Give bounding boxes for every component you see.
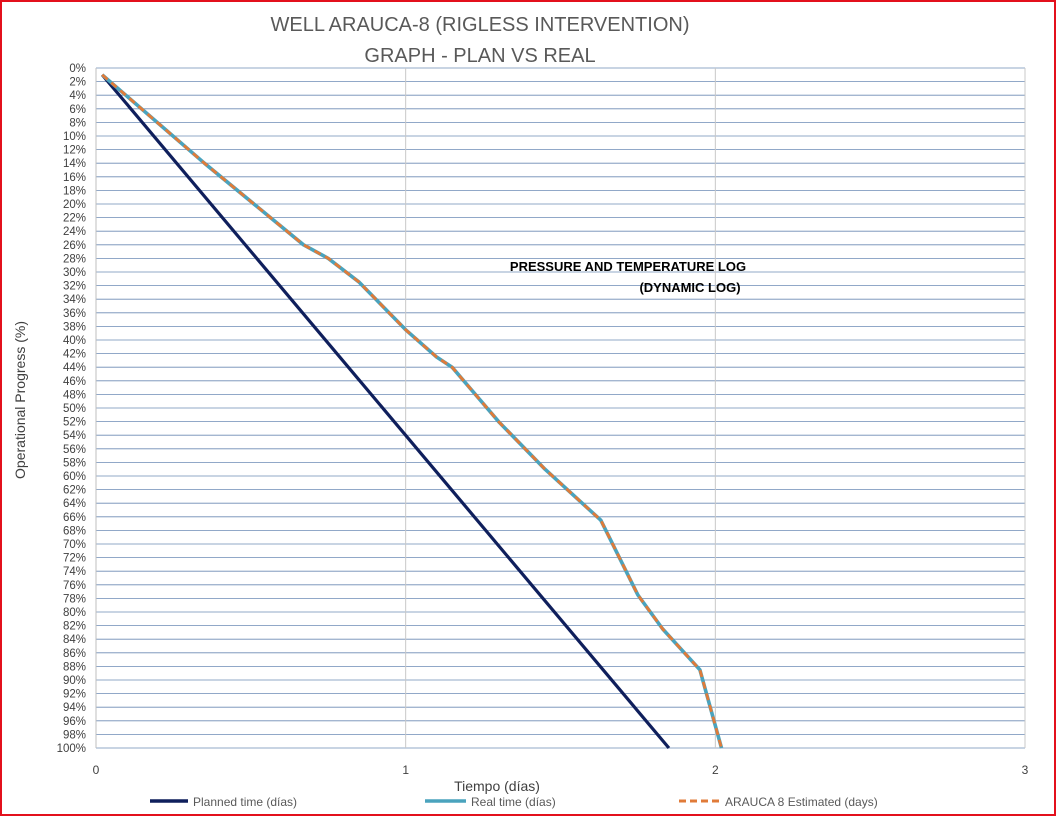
y-tick-label: 22%	[63, 213, 86, 225]
y-tick-label: 6%	[69, 104, 86, 116]
y-tick-label: 52%	[63, 417, 86, 429]
y-tick-label: 36%	[63, 308, 86, 320]
y-tick-label: 62%	[63, 485, 86, 497]
chart-title-line-2: GRAPH - PLAN VS REAL	[364, 45, 595, 67]
y-tick-label: 24%	[63, 226, 86, 238]
y-tick-label: 100%	[57, 743, 86, 755]
x-tick-label: 2	[712, 763, 719, 777]
grid	[95, 67, 1026, 749]
y-tick-label: 70%	[63, 539, 86, 551]
series-line-planned	[100, 73, 671, 750]
y-tick-label: 10%	[63, 131, 86, 143]
x-tick-label: 1	[402, 763, 409, 777]
legend-label-planned: Planned time (días)	[193, 795, 297, 809]
y-tick-label: 92%	[63, 689, 86, 701]
y-tick-label: 94%	[63, 702, 86, 714]
y-tick-label: 48%	[63, 389, 86, 401]
y-tick-label: 34%	[63, 294, 86, 306]
y-tick-label: 40%	[63, 335, 86, 347]
y-tick-label: 0%	[69, 63, 86, 75]
annotation-line-1: PRESSURE AND TEMPERATURE LOG	[510, 259, 746, 274]
y-tick-label: 84%	[63, 634, 86, 646]
y-tick-label: 98%	[63, 729, 86, 741]
legend-label-real: Real time (días)	[471, 795, 556, 809]
y-tick-label: 4%	[69, 90, 86, 102]
y-tick-label: 16%	[63, 172, 86, 184]
y-tick-label: 8%	[69, 117, 86, 129]
series-line-real	[101, 73, 724, 749]
y-tick-label: 38%	[63, 321, 86, 333]
x-axis-label: Tiempo (días)	[454, 778, 540, 794]
chart-title-line-1: WELL ARAUCA-8 (RIGLESS INTERVENTION)	[271, 14, 690, 36]
y-tick-label: 72%	[63, 553, 86, 565]
y-tick-label: 86%	[63, 648, 86, 660]
y-tick-label: 46%	[63, 376, 86, 388]
y-tick-label: 20%	[63, 199, 86, 211]
y-tick-label: 30%	[63, 267, 86, 279]
y-tick-label: 96%	[63, 716, 86, 728]
y-tick-label: 54%	[63, 430, 86, 442]
y-tick-label: 18%	[63, 185, 86, 197]
x-tick-label: 3	[1022, 763, 1029, 777]
legend-label-estimated: ARAUCA 8 Estimated (days)	[725, 795, 878, 809]
y-tick-label: 50%	[63, 403, 86, 415]
y-tick-label: 26%	[63, 240, 86, 252]
y-tick-label: 60%	[63, 471, 86, 483]
y-tick-label: 80%	[63, 607, 86, 619]
x-tick-label: 0	[93, 763, 100, 777]
series-lines	[100, 73, 724, 750]
x-axis-ticks: 0 1 2 3	[93, 763, 1029, 777]
y-tick-label: 2%	[69, 77, 86, 89]
y-tick-label: 32%	[63, 281, 86, 293]
y-tick-label: 76%	[63, 580, 86, 592]
y-tick-label: 78%	[63, 593, 86, 605]
y-tick-label: 82%	[63, 621, 86, 633]
legend: Planned time (días) Real time (días) ARA…	[150, 795, 878, 809]
y-tick-label: 66%	[63, 512, 86, 524]
series-line-estimated	[101, 73, 723, 749]
y-axis-label: Operational Progress (%)	[12, 321, 28, 479]
y-tick-label: 68%	[63, 525, 86, 537]
y-tick-label: 64%	[63, 498, 86, 510]
y-tick-label: 88%	[63, 661, 86, 673]
y-tick-label: 56%	[63, 444, 86, 456]
y-axis-ticks: 0% 2%4% 6%8% 10% 12%14% 16%18% 20% 22%24% 26%28%…	[57, 63, 86, 755]
y-tick-label: 44%	[63, 362, 86, 374]
y-tick-label: 58%	[63, 457, 86, 469]
y-tick-label: 14%	[63, 158, 86, 170]
y-tick-label: 12%	[63, 145, 86, 157]
y-tick-label: 28%	[63, 253, 86, 265]
y-tick-label: 42%	[63, 349, 86, 361]
y-tick-label: 74%	[63, 566, 86, 578]
annotation-line-2: (DYNAMIC LOG)	[639, 280, 740, 295]
y-tick-label: 90%	[63, 675, 86, 687]
